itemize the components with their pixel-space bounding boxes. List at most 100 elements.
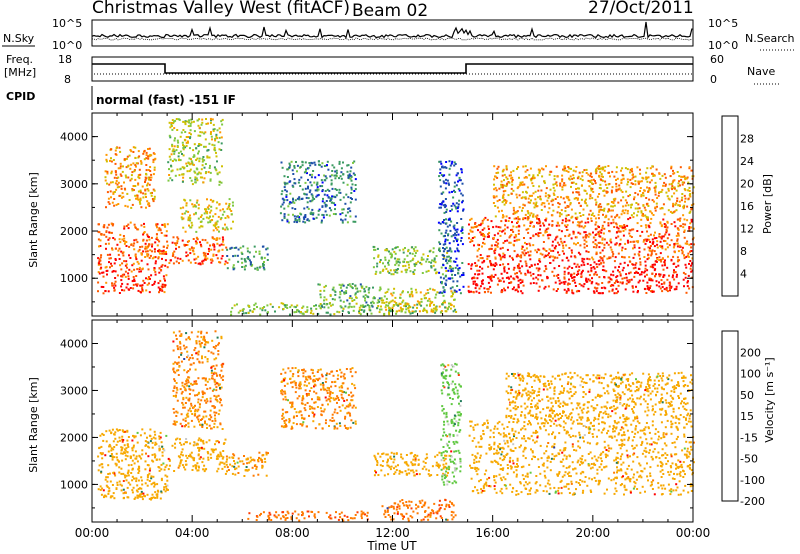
- power-cell: [551, 224, 554, 226]
- power-cell: [335, 194, 338, 197]
- power-cell: [501, 201, 504, 204]
- velocity-cell: [175, 394, 177, 397]
- power-cell: [445, 279, 448, 282]
- power-cell: [411, 290, 413, 293]
- power-cell: [591, 277, 593, 280]
- power-cell: [515, 288, 518, 291]
- power-cell: [532, 282, 535, 284]
- power-cell: [489, 278, 492, 281]
- power-cell: [397, 264, 400, 267]
- power-cell: [332, 286, 335, 289]
- power-cell: [480, 233, 483, 236]
- power-cell: [170, 125, 173, 127]
- power-cell: [209, 221, 212, 224]
- power-cell: [643, 287, 646, 290]
- power-cell: [570, 185, 572, 188]
- power-cell: [649, 245, 652, 247]
- power-cell: [655, 260, 658, 263]
- velocity-cell: [164, 474, 167, 477]
- power-cell: [448, 160, 451, 163]
- power-cell: [502, 215, 505, 218]
- power-cell: [631, 203, 633, 206]
- power-cell: [339, 175, 342, 178]
- power-cell: [232, 220, 234, 223]
- power-cell: [490, 220, 493, 223]
- power-cell: [117, 203, 120, 205]
- power-cell: [119, 150, 122, 153]
- power-cell: [570, 275, 573, 278]
- velocity-cell: [198, 466, 200, 469]
- power-cell: [119, 173, 122, 176]
- power-cell: [247, 256, 250, 259]
- power-cell: [668, 244, 671, 247]
- power-cell: [380, 308, 383, 311]
- power-cell: [625, 276, 628, 279]
- power-cell: [540, 167, 543, 170]
- velocity-cell: [150, 437, 153, 440]
- power-cell: [174, 137, 176, 140]
- power-cell: [689, 260, 692, 262]
- power-cell: [525, 190, 527, 193]
- power-cell: [102, 271, 105, 274]
- velocity-cell: [156, 495, 159, 498]
- power-cell: [308, 162, 311, 164]
- power-cell: [665, 191, 668, 194]
- power-cell: [449, 287, 452, 290]
- power-cell: [331, 195, 334, 198]
- power-cell: [112, 223, 115, 226]
- power-cell: [577, 251, 580, 254]
- power-cell: [512, 268, 515, 271]
- velocity-cell: [115, 488, 118, 490]
- power-cell: [377, 305, 380, 307]
- power-cell: [347, 284, 350, 286]
- power-cell: [597, 292, 600, 295]
- power-cell: [503, 270, 506, 273]
- power-cell: [530, 274, 533, 277]
- power-cell: [624, 248, 627, 250]
- power-cell: [513, 239, 516, 242]
- power-cell: [486, 218, 489, 221]
- power-cell: [460, 218, 463, 220]
- power-cell: [195, 147, 198, 150]
- power-cell: [217, 141, 220, 144]
- power-cell: [562, 197, 565, 200]
- power-cell: [492, 226, 495, 229]
- power-cell: [390, 253, 393, 256]
- power-cell: [161, 283, 164, 286]
- power-cell: [457, 272, 460, 275]
- power-cell: [439, 250, 441, 253]
- power-cell: [663, 264, 666, 267]
- power-cell: [458, 179, 461, 182]
- power-cell: [429, 300, 432, 303]
- power-cell: [240, 257, 243, 260]
- power-cell: [170, 122, 173, 124]
- power-cell: [567, 289, 570, 292]
- power-cell: [563, 277, 566, 280]
- power-cell: [302, 220, 305, 223]
- power-cell: [529, 225, 532, 227]
- power-cell: [176, 139, 179, 142]
- power-cell: [637, 193, 639, 196]
- power-cell: [634, 207, 637, 210]
- power-cell: [236, 254, 239, 257]
- power-cell: [682, 223, 685, 226]
- velocity-cell: [194, 466, 197, 469]
- power-cell: [331, 298, 334, 301]
- velocity-cell: [206, 451, 209, 453]
- velocity-cell: [159, 436, 162, 439]
- power-cell: [197, 203, 200, 206]
- power-cell: [120, 187, 123, 190]
- power-cell: [184, 120, 187, 123]
- power-cell: [151, 243, 154, 246]
- power-cell: [594, 223, 597, 226]
- power-cell: [670, 239, 673, 242]
- power-cell: [150, 173, 153, 176]
- power-cell: [651, 172, 653, 175]
- power-cell: [294, 219, 297, 222]
- power-cell: [286, 176, 289, 178]
- velocity-cell: [98, 464, 101, 467]
- power-cell: [209, 198, 212, 201]
- power-cell: [395, 302, 398, 304]
- power-cell: [578, 224, 581, 227]
- power-cell: [544, 265, 547, 268]
